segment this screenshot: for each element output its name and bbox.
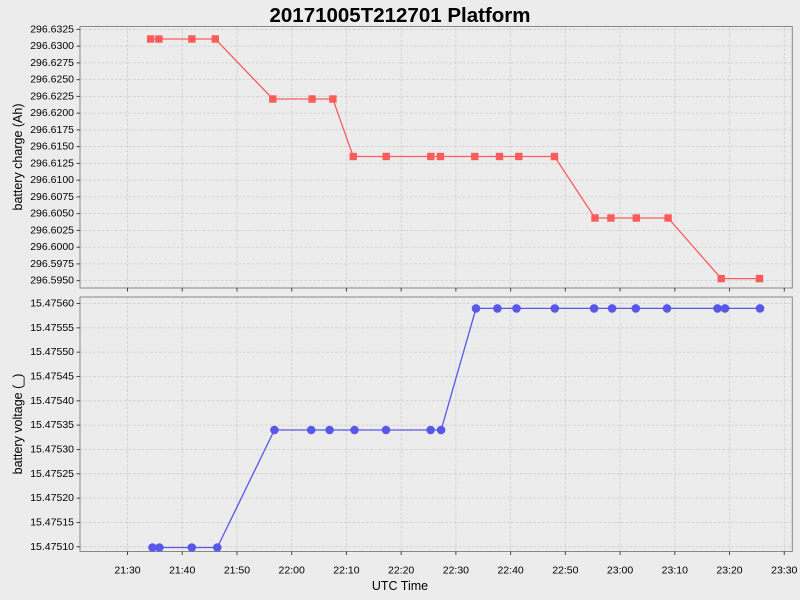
svg-text:22:00: 22:00 (279, 565, 305, 577)
svg-text:15.47535: 15.47535 (30, 419, 74, 431)
svg-text:15.47560: 15.47560 (30, 298, 74, 310)
svg-text:22:10: 22:10 (333, 565, 359, 577)
svg-text:23:00: 23:00 (607, 565, 633, 577)
svg-text:22:40: 22:40 (497, 565, 523, 577)
svg-text:15.47540: 15.47540 (30, 395, 74, 407)
svg-text:22:30: 22:30 (443, 565, 469, 577)
svg-text:15.47555: 15.47555 (30, 322, 74, 334)
svg-text:15.47525: 15.47525 (30, 468, 74, 480)
svg-text:21:50: 21:50 (224, 565, 250, 577)
svg-text:23:30: 23:30 (771, 565, 797, 577)
svg-text:15.47545: 15.47545 (30, 370, 74, 382)
svg-text:15.47515: 15.47515 (30, 516, 74, 528)
svg-text:15.47550: 15.47550 (30, 346, 74, 358)
svg-text:21:30: 21:30 (114, 565, 140, 577)
svg-text:22:50: 22:50 (552, 565, 578, 577)
svg-text:23:10: 23:10 (662, 565, 688, 577)
svg-text:15.47510: 15.47510 (30, 541, 74, 553)
svg-text:23:20: 23:20 (716, 565, 742, 577)
svg-text:15.47520: 15.47520 (30, 492, 74, 504)
svg-text:15.47530: 15.47530 (30, 443, 74, 455)
svg-text:22:20: 22:20 (388, 565, 414, 577)
svg-text:21:40: 21:40 (169, 565, 195, 577)
